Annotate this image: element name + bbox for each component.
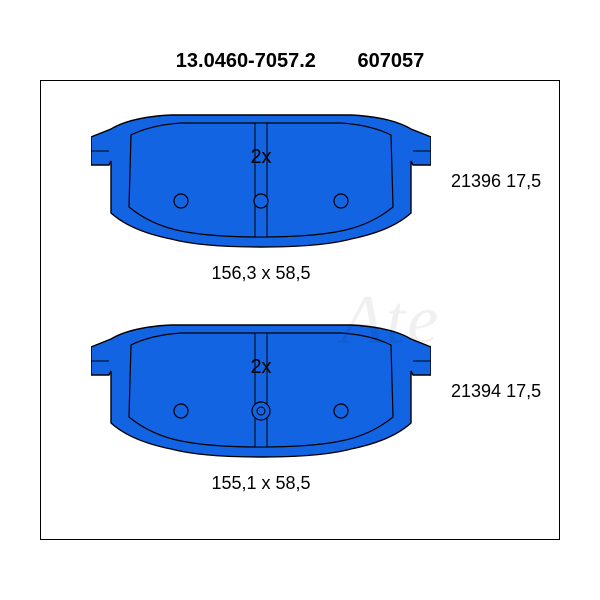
brake-pad-top: 2x (91, 111, 431, 251)
pad-top-side-label: 21396 17,5 (451, 171, 541, 192)
pad-bottom-side-label: 21394 17,5 (451, 381, 541, 402)
hole-icon (334, 194, 348, 208)
hole-icon (174, 194, 188, 208)
pad-top-dimension: 156,3 x 58,5 (91, 263, 431, 284)
hole-icon (334, 404, 348, 418)
pad-top-code: 21396 (451, 171, 501, 191)
diagram-frame: 2x 156,3 x 58,5 21396 17,5 2x 155,1 x 58… (40, 80, 560, 540)
hole-icon (257, 407, 265, 415)
pad-bottom-qty: 2x (250, 356, 271, 378)
hole-icon (254, 194, 268, 208)
brake-pad-top-svg: 2x (91, 111, 431, 251)
pad-bottom-dimension: 155,1 x 58,5 (91, 473, 431, 494)
brake-pad-bottom-svg: 2x (91, 321, 431, 461)
pad-bottom-thickness: 17,5 (506, 381, 541, 401)
pad-top-thickness: 17,5 (506, 171, 541, 191)
part-number-secondary: 607057 (357, 50, 424, 72)
header-part-numbers: 13.0460-7057.2 607057 (40, 50, 560, 73)
part-number-primary: 13.0460-7057.2 (176, 50, 316, 72)
pad-bottom-code: 21394 (451, 381, 501, 401)
pad-top-qty: 2x (250, 146, 271, 168)
hole-icon (174, 404, 188, 418)
brake-pad-bottom: 2x (91, 321, 431, 461)
